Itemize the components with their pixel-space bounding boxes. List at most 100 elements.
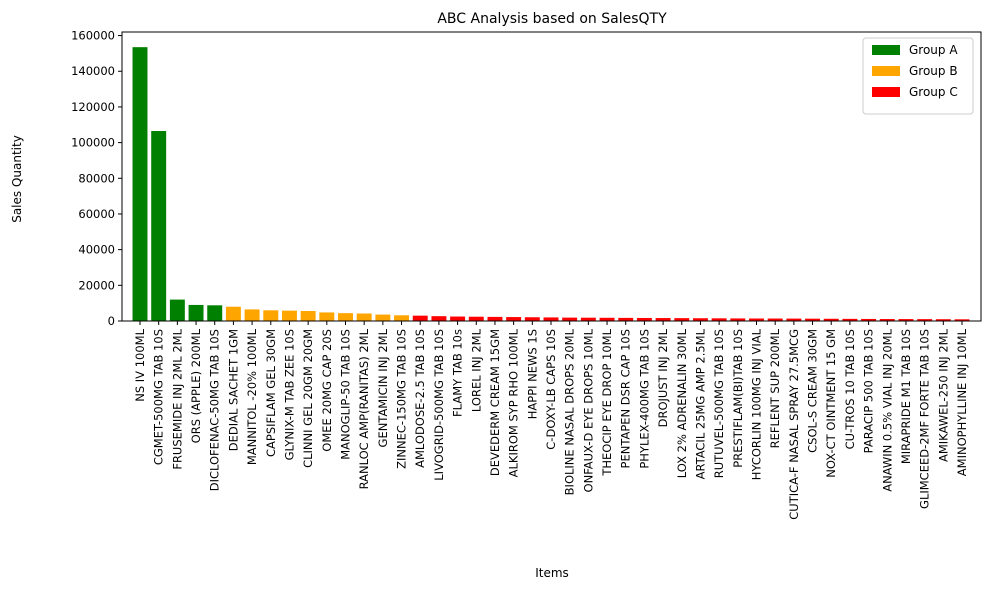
bar [468,316,484,321]
y-tick-label: 20000 [78,278,115,292]
legend: Group A Group B Group C [862,37,974,115]
x-tick-label: ARTACIL 25MG AMP 2.5ML [693,328,707,479]
bar [898,319,914,321]
x-axis-label: Items [535,566,569,580]
bar [151,131,167,321]
x-tick-label: GLIMCEED-2MF FORTE TAB 10S [918,329,932,509]
x-tick-label: PARACIP 500 TAB 10S [862,329,876,453]
y-axis-ticks: 0 20000 40000 60000 80000 100000 120000 140000 1… [71,29,122,328]
x-tick-label: CLINNI GEL 20GM 20GM [301,329,315,468]
x-tick-label: DICLOFENAC-50MG TAB 10S [208,329,222,491]
x-tick-label: DEDIAL SACHET 1GM [226,329,240,451]
x-tick-label: HYCORLIN 100MG INJ VIAL [750,328,764,480]
legend-label: Group A [909,43,958,57]
bar [786,318,802,321]
x-tick-label: ZINNEC-150MG TAB 10S [395,329,409,469]
y-tick-label: 40000 [78,243,115,257]
bar [805,318,821,321]
bar [562,317,578,321]
legend-swatch [872,45,900,55]
bar [935,319,951,321]
bar [281,310,297,321]
bar [730,318,746,321]
x-tick-label: CGMET-500MG TAB 10S [152,329,166,465]
x-tick-label: FLAMY TAB 10s [451,329,465,417]
bar [356,313,372,321]
x-tick-label: LOX 2% ADRENALIN 30ML [675,328,689,478]
legend-swatch [872,87,900,97]
bar [319,312,335,321]
bar [954,319,970,321]
x-tick-label: GLYNIX-M TAB ZEE 10S [282,329,296,460]
x-tick-label: NOX-CT OINTMENT 15 GM [824,329,838,478]
legend-label: Group B [909,64,958,78]
x-tick-label: LOREL INJ 2ML [469,328,483,412]
bar [674,318,690,321]
x-tick-label: PHYLEX-400MG TAB 10S [637,329,651,469]
x-tick-label: MANNITOL -20% 100ML [245,328,259,465]
chart-title: ABC Analysis based on SalesQTY [437,11,667,27]
x-tick-label: THEOCIP EYE DROP 10ML [600,328,614,476]
bars-group [132,47,970,322]
plot-area-frame [121,31,982,322]
bar [917,319,933,321]
x-tick-label: BIOLINE NASAL DROPS 20ML [563,328,577,495]
bar [225,306,241,321]
x-tick-label: PRESTIFLAM(BI)TAB 10S [731,329,745,468]
bar [431,316,447,321]
bar [636,317,652,321]
bar [450,316,466,321]
x-tick-label: C-DOXY-LB CAPS 10S [544,329,558,450]
bar [244,309,260,321]
x-tick-label: AMLODOSE-2.5 TAB 10S [413,329,427,468]
y-tick-label: 60000 [78,207,115,221]
x-tick-label: MIRAPRIDE M1 TAB 10S [899,329,913,464]
x-tick-label: AMIKAWEL-250 INJ 2ML [936,328,950,462]
x-tick-label: REFLENT SUP 200ML [768,328,782,448]
bar [618,317,634,321]
bar [188,304,204,321]
y-tick-label: 100000 [71,136,115,150]
bar [543,317,559,321]
bar [207,305,223,321]
bar [132,47,148,322]
x-tick-label: OMEE 20MG CAP 20S [320,329,334,452]
x-tick-label: MANOGLIP-50 TAB 10S [339,329,353,460]
bar [375,314,391,321]
x-tick-label: HAPPI NEWS 1S [525,329,539,419]
bar [506,317,522,321]
bar [879,319,895,321]
bar [487,316,503,321]
bar [599,317,615,321]
bar [263,310,279,321]
legend-label: Group C [909,85,958,99]
bar [300,311,316,321]
x-tick-label: CSOL-S CREAM 30GM [806,329,820,453]
x-tick-label: CU-TROS 10 TAB 10S [843,329,857,449]
bar [580,317,596,321]
x-tick-label: RUTUVEL-500MG TAB 10S [712,329,726,478]
x-tick-label: ORS (APPLE) 200ML [189,328,203,443]
y-tick-label: 80000 [78,171,115,185]
bar [338,313,353,321]
bar [861,318,877,321]
x-tick-label: PENTAPEN DSR CAP 10S [619,329,633,468]
x-tick-label: RANLOC AMP(RANITAS) 2ML [357,328,371,489]
y-axis-label: Sales Quantity [10,135,24,223]
x-tick-label: ALKIROM SYP RHO 100ML [507,328,521,477]
bar [692,318,708,321]
x-tick-label: DEVEDERM CREAM 15GM [488,329,502,476]
bar [823,318,839,321]
y-tick-label: 0 [108,314,115,328]
bar [842,318,858,321]
bar [412,315,428,321]
x-tick-label: GENTAMICIN INJ 2ML [376,328,390,447]
x-tick-label: FRUSEMIDE INJ 2ML 2ML [170,328,184,469]
x-tick-label: DROJUST INJ 2ML [656,328,670,427]
y-tick-label: 140000 [71,64,115,78]
bar [655,318,671,321]
x-axis-ticks: NS IV 100ML CGMET-500MG TAB 10S FRUSEMIDE … [133,321,969,520]
x-tick-label: CUTICA-F NASAL SPRAY 27.5MCG [787,329,801,520]
bar [394,315,410,321]
